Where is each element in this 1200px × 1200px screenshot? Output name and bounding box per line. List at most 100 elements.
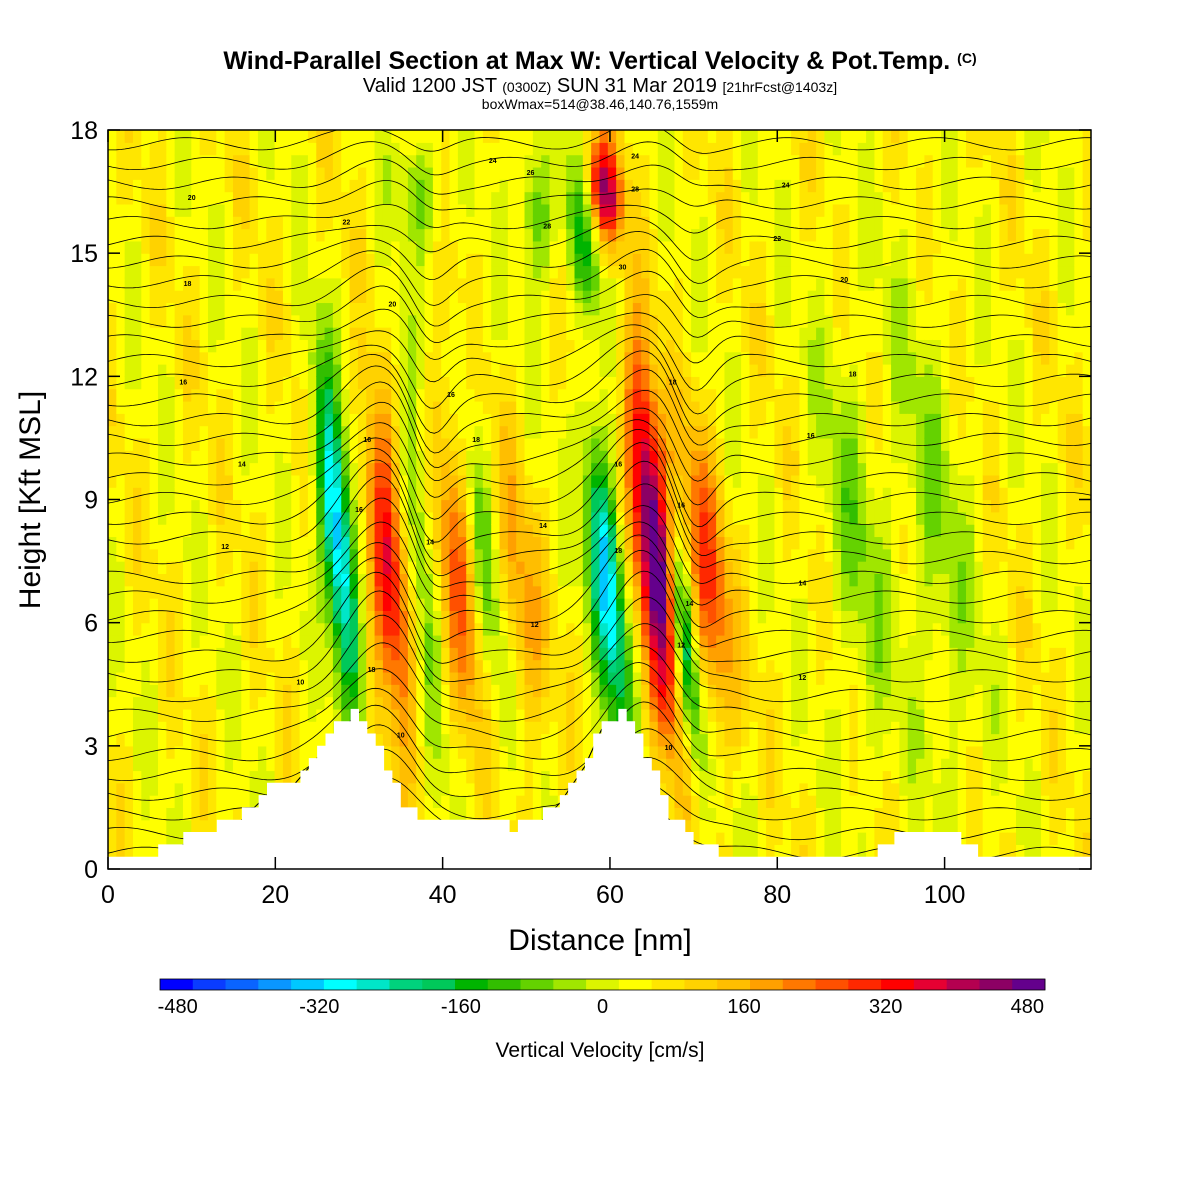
velocity-cell (357, 499, 367, 513)
velocity-cell (224, 376, 234, 390)
velocity-cell (199, 782, 209, 796)
velocity-cell (282, 216, 292, 230)
velocity-cell (274, 573, 284, 587)
velocity-cell (682, 437, 692, 451)
velocity-cell (666, 203, 676, 217)
velocity-cell (341, 166, 351, 180)
velocity-cell (557, 733, 567, 747)
velocity-cell (149, 647, 159, 661)
velocity-cell (224, 758, 234, 772)
velocity-cell (432, 671, 442, 685)
velocity-cell (441, 302, 451, 316)
velocity-cell (274, 388, 284, 402)
velocity-cell (557, 561, 567, 574)
velocity-cell (757, 388, 767, 402)
velocity-cell (599, 203, 609, 217)
copyright-mark: (C) (957, 50, 977, 66)
velocity-cell (191, 314, 201, 328)
velocity-cell (274, 758, 284, 772)
velocity-cell (424, 684, 434, 698)
velocity-cell (382, 228, 392, 242)
velocity-cell (132, 511, 142, 525)
velocity-cell (332, 573, 342, 587)
velocity-cell (566, 142, 576, 156)
velocity-cell (674, 228, 684, 242)
velocity-cell (682, 339, 692, 353)
velocity-cell (516, 203, 526, 217)
velocity-cell (591, 302, 601, 316)
velocity-cell (299, 733, 309, 747)
velocity-cell (649, 240, 659, 254)
velocity-cell (566, 154, 576, 168)
velocity-cell (691, 819, 701, 833)
velocity-cell (441, 610, 451, 624)
velocity-cell (724, 400, 734, 414)
velocity-cell (507, 203, 517, 217)
velocity-cell (774, 400, 784, 414)
velocity-cell (574, 253, 584, 267)
velocity-cell (624, 388, 634, 402)
velocity-cell (482, 130, 492, 143)
velocity-cell (174, 573, 184, 587)
velocity-cell (641, 130, 651, 143)
velocity-cell (241, 203, 251, 217)
velocity-cell (474, 290, 484, 304)
velocity-cell (674, 364, 684, 377)
velocity-cell (191, 659, 201, 673)
velocity-cell (182, 573, 192, 587)
velocity-cell (632, 474, 642, 488)
velocity-cell (257, 364, 267, 377)
velocity-cell (357, 511, 367, 525)
velocity-cell (407, 265, 417, 279)
velocity-cell (716, 844, 726, 858)
velocity-cell (749, 819, 759, 833)
velocity-cell (249, 573, 259, 587)
velocity-cell (716, 413, 726, 427)
velocity-cell (507, 782, 517, 796)
velocity-cell (657, 561, 667, 574)
velocity-cell (624, 659, 634, 673)
velocity-cell (432, 203, 442, 217)
velocity-cell (607, 598, 617, 611)
velocity-cell (216, 573, 226, 587)
velocity-cell (349, 450, 359, 464)
velocity-cell (366, 437, 376, 451)
velocity-cell (391, 684, 401, 698)
velocity-cell (566, 474, 576, 488)
velocity-cell (191, 450, 201, 464)
velocity-cell (407, 154, 417, 168)
velocity-cell (182, 191, 192, 205)
velocity-cell (274, 487, 284, 501)
velocity-cell (108, 240, 117, 254)
velocity-cell (457, 302, 467, 316)
velocity-cell (366, 290, 376, 304)
velocity-cell (732, 807, 742, 821)
velocity-cell (632, 511, 642, 525)
velocity-cell (257, 708, 267, 722)
velocity-cell (774, 721, 784, 735)
velocity-cell (491, 376, 501, 390)
subtitle-forecast: [21hrFcst@1403z] (722, 79, 838, 95)
velocity-cell (266, 290, 276, 304)
velocity-cell (549, 413, 559, 427)
velocity-cell (257, 302, 267, 316)
velocity-cell (124, 216, 134, 230)
velocity-cell (216, 413, 226, 427)
velocity-cell (741, 437, 751, 451)
velocity-cell (766, 671, 776, 685)
velocity-cell (641, 351, 651, 365)
velocity-cell (724, 622, 734, 636)
velocity-cell (707, 253, 717, 267)
velocity-cell (791, 228, 801, 242)
velocity-cell (124, 721, 134, 735)
velocity-cell (741, 179, 751, 193)
velocity-cell (166, 598, 176, 611)
velocity-cell (516, 302, 526, 316)
velocity-cell (724, 721, 734, 735)
velocity-cell (291, 758, 301, 772)
velocity-cell (549, 622, 559, 636)
velocity-cell (116, 462, 126, 476)
velocity-cell (307, 166, 317, 180)
velocity-cell (616, 191, 626, 205)
velocity-cell (391, 277, 401, 291)
